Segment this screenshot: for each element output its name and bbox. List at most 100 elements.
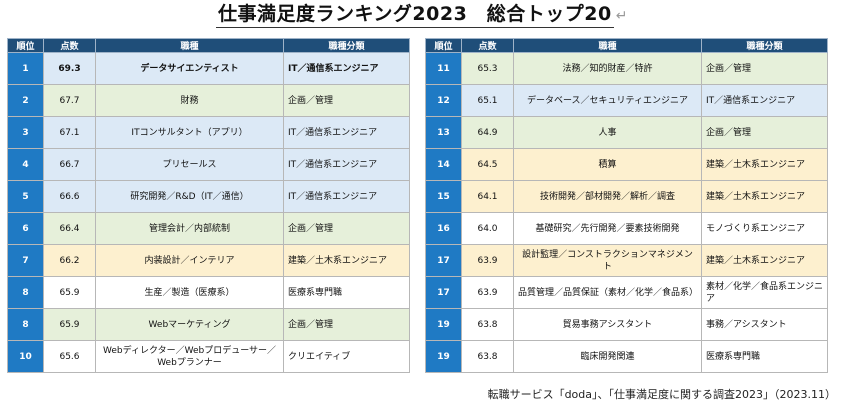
job-cell: 貿易事務アシスタント	[513, 308, 702, 341]
score-cell: 63.9	[461, 276, 514, 309]
score-cell: 63.8	[461, 308, 514, 341]
job-cell: プリセールス	[95, 148, 284, 181]
table-row: 17 63.9 品質管理／品質保証（素材／化学／食品系） 素材／化学／食品系エンジニア	[425, 276, 828, 309]
rank-cell: 3	[7, 116, 44, 149]
table-row: 3 67.1 ITコンサルタント（アプリ） IT／通信系エンジニア	[7, 116, 410, 149]
source-note: 転職サービス「doda」、「仕事満足度に関する調査2023」（2023.11）	[487, 388, 836, 401]
category-cell: 建築／土木系エンジニア	[283, 244, 410, 277]
page-title: 仕事満足度ランキング2023 総合トップ20 ↵	[0, 0, 844, 34]
rank-cell: 19	[425, 308, 462, 341]
score-cell: 67.7	[43, 84, 96, 117]
table-header-row: 順位 点数 職種 職種分類	[425, 38, 828, 53]
rank-cell: 6	[7, 212, 44, 245]
table-row: 5 66.6 研究開発／R&D（IT／通信） IT／通信系エンジニア	[7, 180, 410, 213]
category-cell: 医療系専門職	[283, 276, 410, 309]
job-cell: 内装設計／インテリア	[95, 244, 284, 277]
header-rank: 順位	[7, 38, 44, 53]
table-row: 4 66.7 プリセールス IT／通信系エンジニア	[7, 148, 410, 181]
table-row: 13 64.9 人事 企画／管理	[425, 116, 828, 149]
rank-cell: 8	[7, 308, 44, 341]
rank-cell: 1	[7, 52, 44, 85]
header-score: 点数	[461, 38, 514, 53]
job-cell: 人事	[513, 116, 702, 149]
category-cell: モノづくり系エンジニア	[701, 212, 828, 245]
table-row: 8 65.9 Webマーケティング 企画／管理	[7, 308, 410, 341]
table-row: 7 66.2 内装設計／インテリア 建築／土木系エンジニア	[7, 244, 410, 277]
score-cell: 66.6	[43, 180, 96, 213]
category-cell: IT／通信系エンジニア	[283, 180, 410, 213]
job-cell: ITコンサルタント（アプリ）	[95, 116, 284, 149]
score-cell: 65.9	[43, 276, 96, 309]
score-cell: 66.7	[43, 148, 96, 181]
table-row: 2 67.7 財務 企画／管理	[7, 84, 410, 117]
job-cell: Webディレクター／Webプロデューサー／Webプランナー	[95, 340, 284, 373]
table-header-row: 順位 点数 職種 職種分類	[7, 38, 410, 53]
rank-cell: 8	[7, 276, 44, 309]
category-cell: 企画／管理	[701, 52, 828, 85]
category-cell: 企画／管理	[701, 116, 828, 149]
score-cell: 64.1	[461, 180, 514, 213]
job-cell: 管理会計／内部統制	[95, 212, 284, 245]
job-cell: 品質管理／品質保証（素材／化学／食品系）	[513, 276, 702, 309]
job-cell: 財務	[95, 84, 284, 117]
rank-cell: 17	[425, 276, 462, 309]
score-cell: 69.3	[43, 52, 96, 85]
header-rank: 順位	[425, 38, 462, 53]
header-category: 職種分類	[701, 38, 828, 53]
table-row: 12 65.1 データベース／セキュリティエンジニア IT／通信系エンジニア	[425, 84, 828, 117]
score-cell: 65.9	[43, 308, 96, 341]
category-cell: 素材／化学／食品系エンジニア	[701, 276, 828, 309]
category-cell: 企画／管理	[283, 308, 410, 341]
table-row: 19 63.8 貿易事務アシスタント 事務／アシスタント	[425, 308, 828, 341]
category-cell: 建築／土木系エンジニア	[701, 148, 828, 181]
score-cell: 63.8	[461, 340, 514, 373]
score-cell: 67.1	[43, 116, 96, 149]
header-category: 職種分類	[283, 38, 410, 53]
category-cell: IT／通信系エンジニア	[283, 52, 410, 85]
rank-cell: 11	[425, 52, 462, 85]
category-cell: 建築／土木系エンジニア	[701, 244, 828, 277]
score-cell: 63.9	[461, 244, 514, 277]
rank-cell: 13	[425, 116, 462, 149]
header-score: 点数	[43, 38, 96, 53]
table-row: 14 64.5 積算 建築／土木系エンジニア	[425, 148, 828, 181]
score-cell: 64.5	[461, 148, 514, 181]
category-cell: IT／通信系エンジニア	[701, 84, 828, 117]
category-cell: 企画／管理	[283, 212, 410, 245]
title-text: 仕事満足度ランキング2023 総合トップ20	[216, 3, 614, 28]
return-mark-icon: ↵	[615, 8, 628, 24]
score-cell: 66.2	[43, 244, 96, 277]
category-cell: 医療系専門職	[701, 340, 828, 373]
job-cell: 設計監理／コンストラクションマネジメント	[513, 244, 702, 277]
table-row: 6 66.4 管理会計／内部統制 企画／管理	[7, 212, 410, 245]
table-row: 8 65.9 生産／製造（医療系） 医療系専門職	[7, 276, 410, 309]
rank-cell: 15	[425, 180, 462, 213]
category-cell: 事務／アシスタント	[701, 308, 828, 341]
score-cell: 66.4	[43, 212, 96, 245]
rank-cell: 16	[425, 212, 462, 245]
score-cell: 64.0	[461, 212, 514, 245]
table-row: 10 65.6 Webディレクター／Webプロデューサー／Webプランナー クリエイテ…	[7, 340, 410, 373]
ranking-table-left: 順位 点数 職種 職種分類 1 69.3 データサイエンティスト IT／通信系エンジニ…	[7, 38, 410, 373]
score-cell: 64.9	[461, 116, 514, 149]
table-row: 1 69.3 データサイエンティスト IT／通信系エンジニア	[7, 52, 410, 85]
table-row: 15 64.1 技術開発／部材開発／解析／調査 建築／土木系エンジニア	[425, 180, 828, 213]
table-row: 17 63.9 設計監理／コンストラクションマネジメント 建築／土木系エンジニア	[425, 244, 828, 277]
score-cell: 65.1	[461, 84, 514, 117]
job-cell: データサイエンティスト	[95, 52, 284, 85]
job-cell: 生産／製造（医療系）	[95, 276, 284, 309]
job-cell: Webマーケティング	[95, 308, 284, 341]
job-cell: 法務／知的財産／特許	[513, 52, 702, 85]
table-row: 16 64.0 基礎研究／先行開発／要素技術開発 モノづくり系エンジニア	[425, 212, 828, 245]
rank-cell: 19	[425, 340, 462, 373]
rank-cell: 12	[425, 84, 462, 117]
rank-cell: 5	[7, 180, 44, 213]
rank-cell: 17	[425, 244, 462, 277]
job-cell: 研究開発／R&D（IT／通信）	[95, 180, 284, 213]
rank-cell: 10	[7, 340, 44, 373]
rank-cell: 2	[7, 84, 44, 117]
table-row: 11 65.3 法務／知的財産／特許 企画／管理	[425, 52, 828, 85]
category-cell: IT／通信系エンジニア	[283, 116, 410, 149]
category-cell: IT／通信系エンジニア	[283, 148, 410, 181]
job-cell: 積算	[513, 148, 702, 181]
